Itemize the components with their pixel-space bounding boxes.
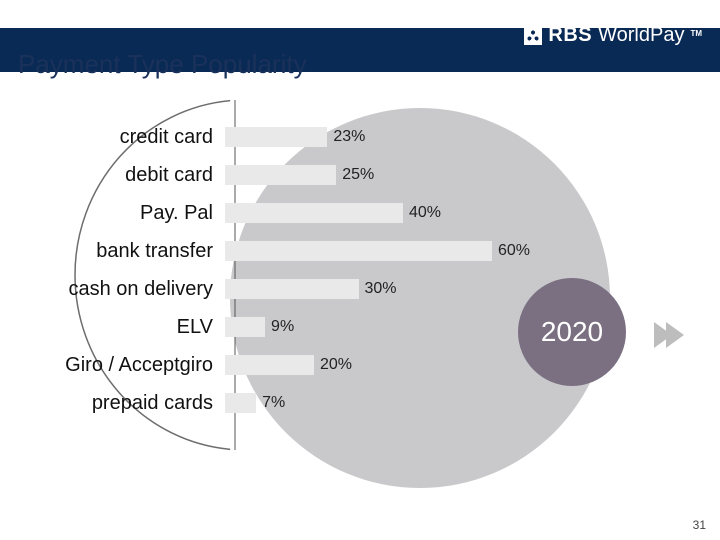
logo-brand-rbs: RBS <box>548 24 592 47</box>
bar <box>225 127 327 147</box>
bar-value: 60% <box>492 241 530 261</box>
bar-wrap: 23% <box>225 127 670 147</box>
year-badge-text: 2020 <box>541 316 603 348</box>
bar-label: ELV <box>30 317 225 338</box>
bar-label: Giro / Acceptgiro <box>30 355 225 376</box>
bar-value: 20% <box>314 355 352 375</box>
bar <box>225 355 314 375</box>
bar-label: Pay. Pal <box>30 203 225 224</box>
bar-wrap: 60% <box>225 241 670 261</box>
logo-brand-worldpay: WorldPay <box>598 24 684 47</box>
bar <box>225 393 256 413</box>
bar-value: 40% <box>403 203 441 223</box>
bar-label: bank transfer <box>30 241 225 262</box>
bar-wrap: 40% <box>225 203 670 223</box>
year-badge: 2020 <box>518 278 626 386</box>
bar-label: cash on delivery <box>30 279 225 300</box>
bar-label: credit card <box>30 127 225 148</box>
bar-value: 25% <box>336 165 374 185</box>
bar <box>225 203 403 223</box>
bar-row: bank transfer 60% <box>30 232 670 270</box>
logo: RBS WorldPay TM <box>524 24 702 47</box>
bar-row: debit card 25% <box>30 156 670 194</box>
bar-value: 9% <box>265 317 294 337</box>
page-number: 31 <box>693 518 706 532</box>
logo-tm: TM <box>690 29 702 38</box>
bar <box>225 317 265 337</box>
rbs-logo-icon <box>524 27 542 45</box>
bar <box>225 165 336 185</box>
bar-wrap: 7% <box>225 393 670 413</box>
bar-value: 23% <box>327 127 365 147</box>
bar-wrap: 25% <box>225 165 670 185</box>
bar-label: debit card <box>30 165 225 186</box>
bar-value: 30% <box>359 279 397 299</box>
bar <box>225 241 492 261</box>
bar-row: credit card 23% <box>30 118 670 156</box>
bar-value: 7% <box>256 393 285 413</box>
bar-label: prepaid cards <box>30 393 225 414</box>
bar-row: Pay. Pal 40% <box>30 194 670 232</box>
chart-area: credit card 23% debit card 25% Pay. Pal 40% ba… <box>30 100 690 500</box>
forward-icon <box>660 322 684 348</box>
bar-row: prepaid cards 7% <box>30 384 670 422</box>
bar <box>225 279 359 299</box>
page-title: Payment Type Popularity <box>18 49 307 80</box>
